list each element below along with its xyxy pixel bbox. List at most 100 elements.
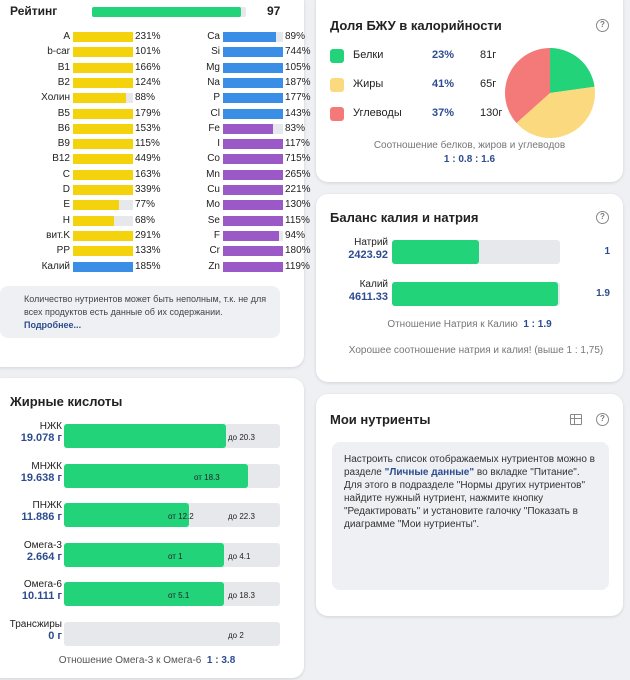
fatty-acid-max-marker: до 18.3 [228, 591, 255, 600]
nutrient-bar-fill [73, 246, 133, 257]
fatty-acid-value: 10.111 г [21, 590, 62, 602]
fatty-acid-row: Омега-3 2.664 г от 1 до 4.1 [0, 540, 300, 572]
rating-label: Рейтинг [10, 4, 58, 18]
table-icon[interactable] [570, 414, 582, 425]
my-nutrients-info: Настроить список отображаемых нутриентов… [332, 442, 609, 590]
nutrient-row: Zn 119% [160, 261, 310, 273]
kna-value: 2423.92 [348, 249, 388, 261]
kna-ratio-value: 1 : 1.9 [523, 319, 552, 330]
nutrient-bar-fill [73, 77, 133, 88]
nutrient-percent: 166% [135, 61, 161, 73]
nutrient-name: C [62, 168, 70, 180]
nutrient-name: Zn [208, 260, 220, 272]
nutrient-bar-fill [223, 47, 283, 58]
kna-name: Натрий [354, 237, 388, 248]
nutrient-row: H 68% [10, 215, 160, 227]
nutrient-bar [73, 139, 133, 150]
bju-swatch [330, 49, 344, 63]
bju-g: 130г [480, 107, 503, 119]
bju-card: Доля БЖУ в калорийности ? Белки 23% 81г Жир… [316, 0, 623, 182]
nutrient-bar-fill [73, 47, 133, 58]
nutrient-bar [73, 77, 133, 88]
nutrient-percent: 115% [135, 138, 160, 150]
nutrient-row: b-car 101% [10, 46, 161, 58]
nutrient-name: Ca [207, 31, 220, 42]
nutrient-percent: 177% [285, 92, 311, 104]
nutrient-row: B2 124% [10, 77, 161, 89]
nutrient-bar [73, 246, 133, 257]
nutrient-bar-fill [73, 200, 120, 211]
pie-slice [550, 48, 595, 93]
nutrient-bar-fill [223, 215, 283, 226]
nutrient-bar [223, 108, 283, 119]
fatty-acid-name: Омега-3 [23, 539, 62, 551]
nutrient-percent: 231% [135, 31, 161, 42]
kna-name: Калий [359, 279, 388, 290]
bju-swatch [330, 78, 344, 92]
kna-title: Баланс калия и натрия [330, 210, 479, 225]
nutrient-bar-fill [73, 154, 133, 165]
help-icon[interactable]: ? [596, 413, 609, 426]
nutrient-note: Количество нутриентов может быть неполны… [0, 286, 280, 338]
fatty-acid-value: 19.078 г [20, 432, 62, 444]
bju-legend-item: Белки 23% 81г [330, 48, 510, 64]
nutrient-bar-fill [223, 230, 280, 241]
nutrient-bar-fill [73, 62, 133, 73]
nutrient-row: B9 115% [10, 138, 160, 150]
note-more-link[interactable]: Подробнее... [24, 320, 82, 330]
nutrient-row: B12 449% [10, 153, 161, 165]
nutrient-row: вит.K 291% [10, 229, 161, 242]
nutrient-percent: 143% [285, 107, 311, 119]
bju-pie-chart [505, 48, 595, 138]
kna-bar [392, 240, 560, 264]
nutrient-name: I [217, 138, 220, 150]
nutrient-row: Калий 185% [10, 260, 161, 273]
nutrient-row: P 177% [160, 92, 311, 104]
nutrient-percent: 133% [135, 245, 161, 257]
nutrient-percent: 291% [135, 229, 161, 241]
personal-data-link[interactable]: "Личные данные" [384, 467, 475, 478]
fatty-acid-min-marker: от 1 [168, 551, 183, 561]
pie-slice [505, 48, 550, 124]
nutrient-bar-fill [223, 185, 283, 195]
kna-ratio-number: 1.9 [596, 288, 610, 299]
nutrient-bar [73, 47, 133, 58]
help-icon[interactable]: ? [596, 19, 609, 32]
nutrient-row: Cu 221% [160, 184, 311, 196]
nutrient-name: Se [207, 214, 220, 226]
bju-g: 81г [480, 49, 497, 61]
fatty-acid-name: МНЖК [31, 460, 62, 472]
nutrient-rating-card: Рейтинг 97 A 231% b-car 101% B1 166% B2 124% Хол… [0, 0, 311, 367]
nutrient-name: Калий [41, 260, 70, 272]
bju-swatch [330, 107, 344, 121]
nutrient-bar [223, 169, 283, 180]
fatty-acid-max-marker: до 22.3 [228, 512, 255, 521]
nutrient-bar-fill [223, 246, 283, 257]
fatty-acid-row: ПНЖК 11.886 г от 12.2 до 22.3 [0, 500, 300, 532]
nutrient-bar [223, 62, 283, 73]
fatty-acid-max-marker: до 20.3 [228, 433, 255, 442]
nutrient-name: B6 [57, 122, 70, 134]
nutrient-name: F [213, 229, 220, 241]
nutrient-percent: 94% [285, 229, 306, 241]
fatty-acid-bar: от 18.3 [64, 463, 280, 488]
nutrient-bar [223, 261, 283, 272]
fatty-acid-value: 19.638 г [20, 471, 62, 484]
nutrient-bar [223, 139, 283, 150]
fatty-acid-value: 11.886 г [21, 511, 62, 523]
help-icon[interactable]: ? [596, 211, 609, 224]
nutrient-name: Mg [206, 61, 220, 73]
nutrient-bar [223, 123, 283, 134]
nutrient-row: Cl 143% [160, 107, 311, 120]
fatty-acids-title: Жирные кислоты [10, 394, 123, 409]
nutrient-bar [73, 62, 133, 73]
nutrient-percent: 179% [135, 107, 161, 119]
nutrient-bar-fill [223, 123, 273, 134]
fatty-acid-bar-fill [64, 542, 224, 567]
nutrient-name: H [62, 214, 70, 226]
fatty-acid-row: Трансжиры 0 г до 2 [0, 619, 300, 651]
nutrient-bar-fill [223, 93, 283, 104]
nutrient-bar [223, 77, 283, 88]
nutrient-name: B9 [57, 138, 70, 150]
nutrient-bar-fill [73, 215, 114, 226]
